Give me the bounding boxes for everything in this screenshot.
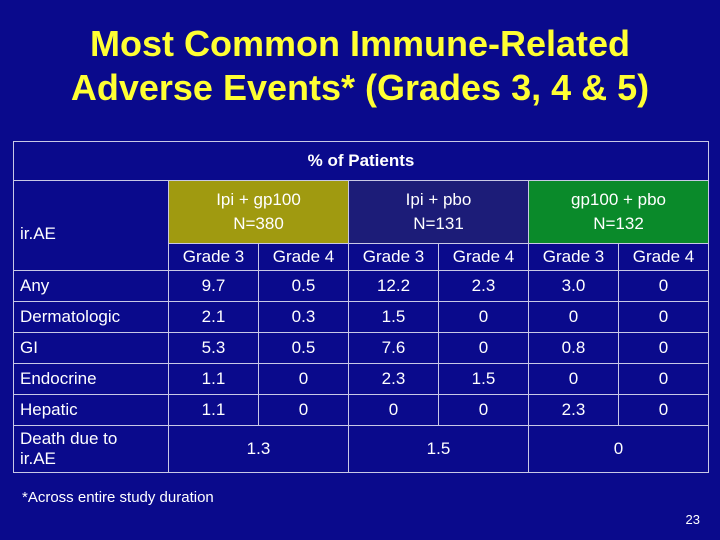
cell-value: 0.8 [528, 332, 619, 364]
cell-value: 0 [528, 363, 619, 395]
cell-value: 0 [438, 301, 529, 333]
row-label: Any [13, 270, 169, 302]
row-label: Endocrine [13, 363, 169, 395]
cell-value: 0 [438, 394, 529, 426]
cell-value: 1.5 [438, 363, 529, 395]
cell-value: 1.1 [168, 394, 259, 426]
group-name: Ipi + pbo [405, 190, 472, 209]
cell-value: 0 [617, 301, 710, 333]
death-value-ipi-pbo: 1.5 [348, 425, 529, 473]
grade-header: Grade 3 [168, 243, 259, 271]
title-line-2: Adverse Events* (Grades 3, 4 & 5) [70, 67, 650, 108]
cell-value: 9.7 [168, 270, 259, 302]
grade-header: Grade 4 [258, 243, 349, 271]
title-line-1: Most Common Immune-Related [89, 23, 631, 64]
group-header-ipi-gp100: Ipi + gp100 N=380 [168, 180, 349, 244]
group-name: Ipi + gp100 [216, 190, 301, 209]
cell-value: 0 [617, 394, 710, 426]
cell-value: 0 [258, 394, 349, 426]
cell-value: 0 [617, 332, 710, 364]
row-label: GI [13, 332, 169, 364]
cell-value: 0 [258, 363, 349, 395]
cell-value: 0 [528, 301, 619, 333]
cell-value: 0 [348, 394, 439, 426]
cell-value: 0 [617, 363, 710, 395]
death-label-line-1: Death due to [20, 429, 118, 448]
irae-header: ir.AE [13, 180, 169, 271]
table-row: Dermatologic 2.1 0.3 1.5 0 0 0 [13, 301, 710, 333]
cell-value: 7.6 [348, 332, 439, 364]
cell-value: 12.2 [348, 270, 439, 302]
cell-value: 0.5 [258, 270, 349, 302]
death-value-ipi-gp100: 1.3 [168, 425, 349, 473]
cell-value: 2.3 [528, 394, 619, 426]
group-name: gp100 + pbo [571, 190, 667, 209]
cell-value: 3.0 [528, 270, 619, 302]
cell-value: 1.5 [348, 301, 439, 333]
cell-value: 1.1 [168, 363, 259, 395]
adverse-events-table: % of Patients ir.AE Ipi + gp100 N=380 Ip… [12, 141, 710, 473]
cell-value: 2.3 [438, 270, 529, 302]
group-n: N=132 [593, 214, 644, 233]
group-header-ipi-pbo: Ipi + pbo N=131 [348, 180, 529, 244]
cell-value: 0 [617, 270, 710, 302]
group-n: N=380 [233, 214, 284, 233]
cell-value: 2.3 [348, 363, 439, 395]
cell-value: 5.3 [168, 332, 259, 364]
grade-header: Grade 4 [617, 243, 710, 271]
table-row: Endocrine 1.1 0 2.3 1.5 0 0 [13, 363, 710, 395]
row-label: Dermatologic [13, 301, 169, 333]
row-label: Hepatic [13, 394, 169, 426]
grade-header: Grade 3 [348, 243, 439, 271]
percent-header: % of Patients [12, 141, 710, 181]
slide-title: Most Common Immune-Related Adverse Event… [0, 22, 720, 110]
group-n: N=131 [413, 214, 464, 233]
table-row: GI 5.3 0.5 7.6 0 0.8 0 [13, 332, 710, 364]
table-row: Any 9.7 0.5 12.2 2.3 3.0 0 [13, 270, 710, 302]
cell-value: 0 [438, 332, 529, 364]
cell-value: 0.3 [258, 301, 349, 333]
page-number: 23 [685, 512, 700, 527]
cell-value: 2.1 [168, 301, 259, 333]
death-row: Death due to ir.AE 1.3 1.5 0 [13, 425, 710, 473]
cell-value: 0.5 [258, 332, 349, 364]
death-value-gp100-pbo: 0 [527, 425, 710, 473]
grade-header: Grade 4 [438, 243, 529, 271]
death-label-line-2: ir.AE [20, 449, 56, 468]
footnote: *Across entire study duration [22, 489, 214, 506]
grade-header: Grade 3 [528, 243, 619, 271]
table-row: Hepatic 1.1 0 0 0 2.3 0 [13, 394, 710, 426]
death-row-label: Death due to ir.AE [13, 425, 169, 473]
group-header-gp100-pbo: gp100 + pbo N=132 [527, 180, 710, 244]
